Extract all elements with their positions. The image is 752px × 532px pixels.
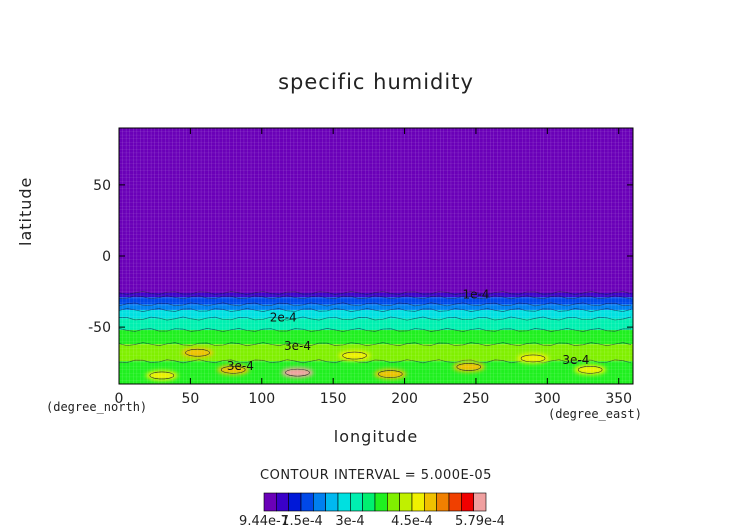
humidity-band-7 [119,344,633,362]
contour-value-label: 3e-4 [227,359,254,373]
colorbar-label: 5.79e-4 [455,514,505,529]
blob-contour-7 [520,354,546,363]
humidity-band-6 [119,329,633,345]
y-tick-label: 50 [93,178,111,194]
blob-contour-2 [377,370,403,378]
colorbar-swatch [436,492,450,512]
blob-contour-8 [149,371,175,380]
colorbar-swatch [448,492,462,512]
contour-line-3 [119,308,632,313]
colorbar: 9.44e-71.5e-4 3e-4 4.5e-4 5.79e-4 [239,492,505,529]
colorbar-swatch [424,492,437,512]
contour-line-5 [119,327,632,332]
x-tick-label: 200 [391,391,418,407]
colorbar-swatch [399,492,413,512]
blob-contour-3 [577,365,603,374]
colorbar-swatch [276,492,289,512]
blob-contour-4 [185,348,210,357]
colorbar-swatch [473,492,487,512]
colorbar-swatch [300,492,314,512]
colorbar-swatch [325,492,339,512]
contour-line-2 [119,302,632,307]
blob-contour-1 [220,365,246,374]
x-tick-label: 150 [320,391,347,407]
x-axis-label: longitude [333,427,419,446]
colorbar-swatch [350,492,363,512]
y-tick-label: 0 [102,249,111,265]
colorbar-label: 1.5e-4 [281,514,323,529]
grid [119,128,633,384]
colorbar-swatch [313,492,326,512]
colorbar-label: 9.44e-7 [239,514,289,529]
humidity-band-2 [119,297,633,305]
colorbar-swatch [461,492,474,512]
contour-line-4 [119,316,632,321]
colorbar-label: 3e-4 [335,514,364,529]
chart-title: specific humidity [278,70,474,94]
x-tick-label: 300 [534,391,561,407]
contour-value-label: 3e-4 [562,353,589,367]
x-tick-label: 0 [115,391,124,407]
colorbar-swatch [362,492,376,512]
contour-line-0 [119,291,632,295]
colorbar-swatch [411,492,425,512]
humidity-band-3 [119,304,633,311]
x-tick-label: 100 [248,391,275,407]
humidity-band-5 [119,318,633,330]
contour-line-1 [119,295,632,300]
colorbar-swatch [387,492,400,512]
contour-interval: CONTOUR INTERVAL = 5.000E-05 [260,468,492,483]
contour-value-label: 2e-4 [270,310,297,324]
humidity-band-1 [119,292,633,298]
contour-line-6 [119,342,632,347]
contour-line-7 [119,359,632,364]
x-tick-label: 350 [605,391,632,407]
contour-value-label: 3e-4 [284,339,311,353]
colorbar-swatch [374,492,388,512]
colorbar-label: 4.5e-4 [391,514,433,529]
colorbar-swatch [263,492,277,512]
colorbar-swatch [337,492,351,512]
contour-value-label: 1e-4 [462,288,489,302]
x-axis-unit: (degree_east) [548,407,642,421]
humidity-band-4 [119,310,633,319]
y-axis-unit: (degree_north) [46,400,148,414]
blob-contour-6 [456,363,482,371]
x-tick-label: 250 [463,391,490,407]
y-tick-label: -50 [88,320,111,336]
colorbar-swatch [288,492,302,512]
blob-contour-0 [285,368,310,377]
x-tick-label: 50 [181,391,199,407]
humidity-band-0 [119,128,633,293]
blob-contour-5 [342,351,367,360]
